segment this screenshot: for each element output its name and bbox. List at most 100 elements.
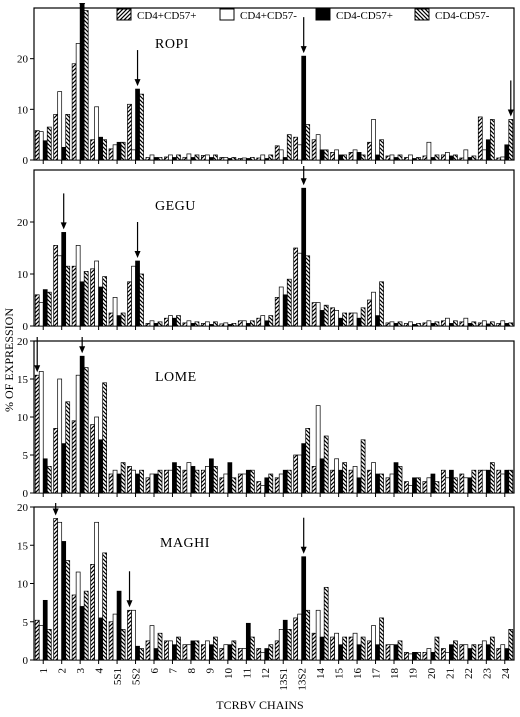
bar [120, 141, 126, 161]
bar [311, 139, 317, 161]
bar [500, 644, 506, 661]
bar [46, 126, 52, 161]
y-tick-label: 10 [17, 579, 29, 591]
bar [315, 609, 321, 661]
bar [153, 648, 159, 661]
bar [42, 289, 48, 327]
bar [53, 428, 59, 494]
bar [286, 134, 292, 161]
bar [352, 312, 358, 327]
bar [449, 323, 454, 327]
bar [57, 91, 63, 161]
bar [352, 149, 358, 161]
bar [445, 152, 450, 161]
arrow-head [300, 46, 307, 54]
bar [389, 644, 395, 661]
bar [477, 469, 483, 494]
bar [116, 141, 122, 161]
bar [471, 644, 477, 661]
bar [94, 260, 99, 327]
x-tick-label: 23 [481, 668, 493, 680]
x-tick-label: 6 [149, 668, 161, 674]
bar [223, 473, 229, 494]
bar [393, 157, 399, 161]
bar [348, 152, 354, 161]
bar [422, 155, 428, 161]
bar [301, 556, 307, 661]
bar [264, 320, 270, 327]
bar [360, 307, 366, 327]
bar [237, 158, 243, 161]
bar [459, 473, 465, 494]
bar [319, 310, 325, 327]
bar [496, 469, 502, 494]
bar [342, 154, 347, 161]
bar [249, 157, 255, 161]
bar [453, 640, 458, 661]
y-tick-label: 20 [17, 217, 29, 229]
bar [260, 154, 266, 161]
bar [249, 320, 255, 327]
bar [393, 323, 399, 327]
y-tick-label: 10 [17, 269, 29, 281]
bar [34, 294, 40, 327]
bar [463, 317, 469, 327]
bar [504, 648, 510, 661]
bar [305, 255, 311, 327]
bar [319, 149, 325, 161]
plot-frame [33, 169, 515, 327]
x-tick-label: 12 [260, 668, 272, 679]
bar [426, 320, 432, 327]
bar [338, 154, 343, 161]
bar [301, 443, 307, 494]
bar [112, 469, 118, 494]
bar [397, 321, 403, 327]
bar [139, 648, 144, 661]
bar [176, 636, 181, 661]
bar [172, 644, 177, 661]
bar [190, 640, 196, 661]
bar [441, 154, 446, 161]
bar [53, 114, 59, 161]
bar [201, 644, 206, 661]
bar [46, 291, 52, 327]
bar [426, 141, 432, 161]
legend-label: CD4+CD57- [240, 10, 297, 22]
bar [441, 320, 446, 327]
bar [338, 644, 343, 661]
bar [463, 149, 469, 161]
arrow-head [507, 109, 514, 117]
bar [241, 648, 247, 661]
bar [389, 321, 395, 327]
bar [334, 310, 339, 327]
bar [65, 114, 71, 161]
x-tick-label: 8 [186, 668, 198, 674]
bar [496, 648, 502, 661]
bar [176, 466, 181, 494]
bar [278, 286, 284, 327]
bar [305, 609, 311, 661]
bar [348, 312, 354, 327]
bar [434, 321, 440, 327]
bar [98, 439, 103, 494]
bar [274, 477, 280, 494]
bar [367, 469, 372, 494]
bar [356, 152, 362, 161]
bar [190, 466, 196, 494]
bar [172, 157, 177, 161]
bar [445, 317, 450, 327]
bar [209, 458, 214, 494]
bar [282, 469, 288, 494]
bar [157, 321, 163, 327]
bar [237, 320, 243, 327]
bar [131, 469, 136, 494]
x-tick-label: 18 [389, 668, 401, 680]
x-tick-label: 5S2 [131, 668, 143, 685]
x-tick-label: 17 [371, 668, 383, 680]
bar [489, 636, 495, 661]
bar [311, 466, 317, 494]
bar [120, 312, 126, 327]
x-tick-label: 3 [75, 668, 87, 674]
arrow-head [60, 222, 67, 230]
bar [311, 632, 317, 661]
